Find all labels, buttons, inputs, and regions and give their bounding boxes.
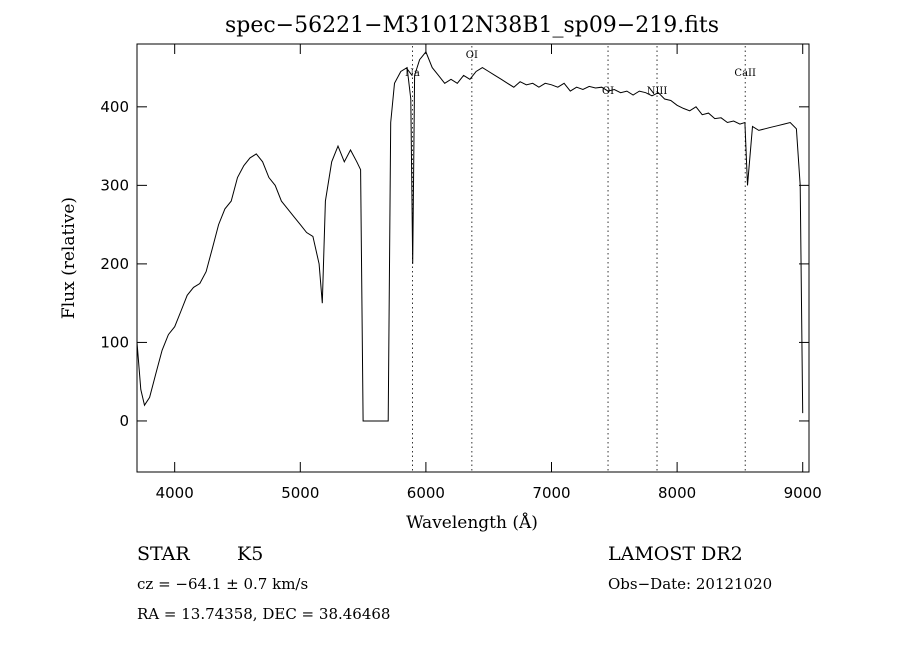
y-axis-label: Flux (relative) bbox=[59, 197, 79, 319]
obs-date: Obs−Date: 20121020 bbox=[608, 575, 772, 593]
x-tick-label-1: 5000 bbox=[281, 484, 319, 502]
y-tick-label-3: 300 bbox=[100, 176, 129, 194]
axis-ticks: 4000 5000 6000 7000 8000 9000 0 100 200 300 400 bbox=[100, 44, 822, 502]
x-tick-label-4: 8000 bbox=[658, 484, 696, 502]
x-axis-label: Wavelength (Å) bbox=[406, 512, 538, 533]
object-class: STAR bbox=[137, 543, 190, 565]
y-tick-label-0: 0 bbox=[119, 412, 129, 430]
survey-label: LAMOST DR2 bbox=[608, 543, 743, 565]
redshift-info: cz = −64.1 ± 0.7 km/s bbox=[137, 575, 308, 593]
y-tick-label-4: 400 bbox=[100, 98, 129, 116]
spectral-line-label-4: CaII bbox=[734, 68, 756, 79]
spectral-line-label-1: OI bbox=[466, 50, 478, 61]
spectral-line-label-3: NIII bbox=[647, 86, 668, 97]
x-tick-label-2: 6000 bbox=[407, 484, 445, 502]
spectral-line-label-0: Na bbox=[405, 68, 420, 79]
x-tick-label-0: 4000 bbox=[156, 484, 194, 502]
spectrum-series bbox=[136, 50, 804, 422]
object-subclass: K5 bbox=[237, 543, 263, 565]
series-line-0 bbox=[136, 50, 804, 422]
y-tick-label-1: 100 bbox=[100, 333, 129, 351]
coordinates: RA = 13.74358, DEC = 38.46468 bbox=[137, 605, 390, 623]
chart-title: spec−56221−M31012N38B1_sp09−219.fits bbox=[225, 13, 719, 38]
y-tick-label-2: 200 bbox=[100, 255, 129, 273]
x-tick-label-3: 7000 bbox=[532, 484, 570, 502]
plot-frame bbox=[136, 43, 810, 473]
x-tick-label-5: 9000 bbox=[784, 484, 822, 502]
